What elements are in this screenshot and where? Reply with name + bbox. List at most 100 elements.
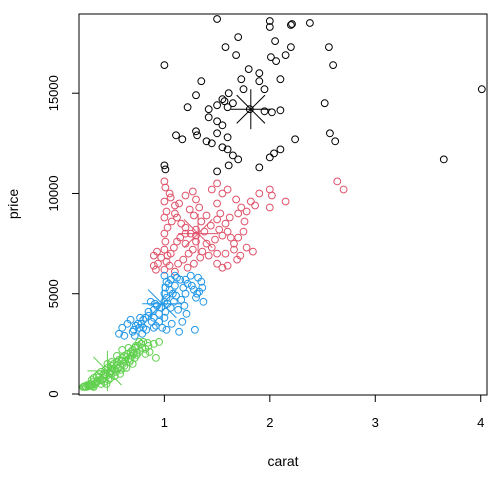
data-point	[192, 91, 200, 100]
data-point	[234, 209, 243, 218]
data-point	[190, 259, 198, 268]
data-point	[223, 261, 232, 270]
data-point	[165, 261, 174, 270]
data-point	[192, 237, 200, 246]
data-point	[160, 229, 169, 238]
data-point	[255, 163, 264, 172]
data-point	[198, 247, 207, 256]
data-point	[272, 57, 281, 65]
data-point	[218, 121, 227, 130]
data-point	[281, 197, 290, 206]
data-point	[175, 199, 184, 208]
data-point	[139, 338, 148, 346]
data-point	[276, 75, 285, 84]
data-point	[204, 105, 213, 114]
data-point	[213, 199, 222, 208]
cluster-center-ray	[147, 289, 177, 319]
data-point	[200, 227, 209, 236]
data-point	[129, 350, 138, 358]
data-point	[213, 259, 222, 268]
data-point	[183, 279, 192, 288]
data-point	[213, 179, 222, 188]
data-point	[126, 356, 135, 364]
data-point	[477, 85, 486, 94]
data-point	[90, 380, 99, 388]
data-point	[276, 106, 285, 115]
data-point	[173, 213, 181, 222]
data-point	[95, 373, 103, 381]
data-point	[242, 243, 251, 252]
data-point	[223, 103, 232, 112]
data-point	[162, 293, 171, 302]
data-point	[158, 323, 167, 332]
data-point	[135, 338, 144, 346]
data-point	[167, 217, 176, 226]
data-point	[230, 239, 238, 248]
data-point	[230, 245, 238, 254]
data-point	[202, 137, 211, 146]
y-tick-label: 0	[46, 390, 61, 397]
data-point	[176, 275, 185, 284]
data-point	[161, 165, 170, 174]
data-point	[173, 237, 181, 246]
data-point	[102, 380, 111, 388]
data-point	[223, 133, 232, 142]
data-point	[265, 17, 274, 25]
data-point	[166, 303, 175, 312]
y-axis-label: price	[5, 189, 21, 220]
data-point	[153, 247, 161, 256]
data-point	[161, 183, 170, 192]
data-point	[118, 323, 127, 332]
data-point	[177, 295, 186, 304]
data-point	[192, 195, 200, 204]
data-point	[181, 275, 190, 284]
data-point	[141, 350, 150, 358]
data-point	[138, 344, 147, 352]
data-point	[160, 313, 169, 322]
cluster-center-ray	[183, 219, 213, 249]
data-point	[160, 61, 169, 69]
data-point	[113, 352, 121, 360]
y-tick-label: 5000	[46, 279, 61, 308]
data-point	[118, 346, 127, 354]
data-point	[265, 203, 274, 212]
data-point	[192, 293, 200, 302]
data-point	[171, 201, 179, 210]
data-point	[242, 207, 251, 216]
x-tick-label: 2	[266, 415, 273, 430]
data-point	[287, 21, 295, 29]
data-point	[223, 185, 232, 194]
data-point	[129, 325, 138, 334]
data-point	[171, 209, 179, 218]
data-point	[157, 253, 166, 262]
y-axis: 0 5000 10000 15000	[46, 75, 80, 398]
data-point	[265, 23, 274, 31]
data-point	[175, 327, 184, 336]
data-point	[114, 365, 122, 373]
data-point	[218, 263, 227, 272]
data-point	[223, 227, 232, 236]
data-point	[177, 219, 186, 228]
data-point	[232, 195, 241, 204]
data-point	[211, 235, 219, 244]
data-point	[232, 51, 241, 59]
series-0-group	[160, 15, 486, 176]
data-point	[251, 201, 260, 210]
data-point	[183, 103, 192, 112]
data-point	[174, 259, 183, 268]
data-point	[255, 189, 264, 198]
data-point	[160, 271, 169, 280]
data-point	[181, 191, 190, 200]
data-point	[204, 113, 213, 122]
data-point	[260, 107, 269, 116]
data-point	[276, 145, 285, 154]
data-point	[178, 317, 187, 326]
data-point	[320, 99, 329, 108]
data-point	[192, 231, 200, 240]
cluster-center-2	[142, 283, 183, 324]
data-point	[170, 243, 178, 252]
data-point	[163, 223, 172, 232]
data-point	[207, 243, 216, 252]
data-point	[197, 77, 206, 86]
